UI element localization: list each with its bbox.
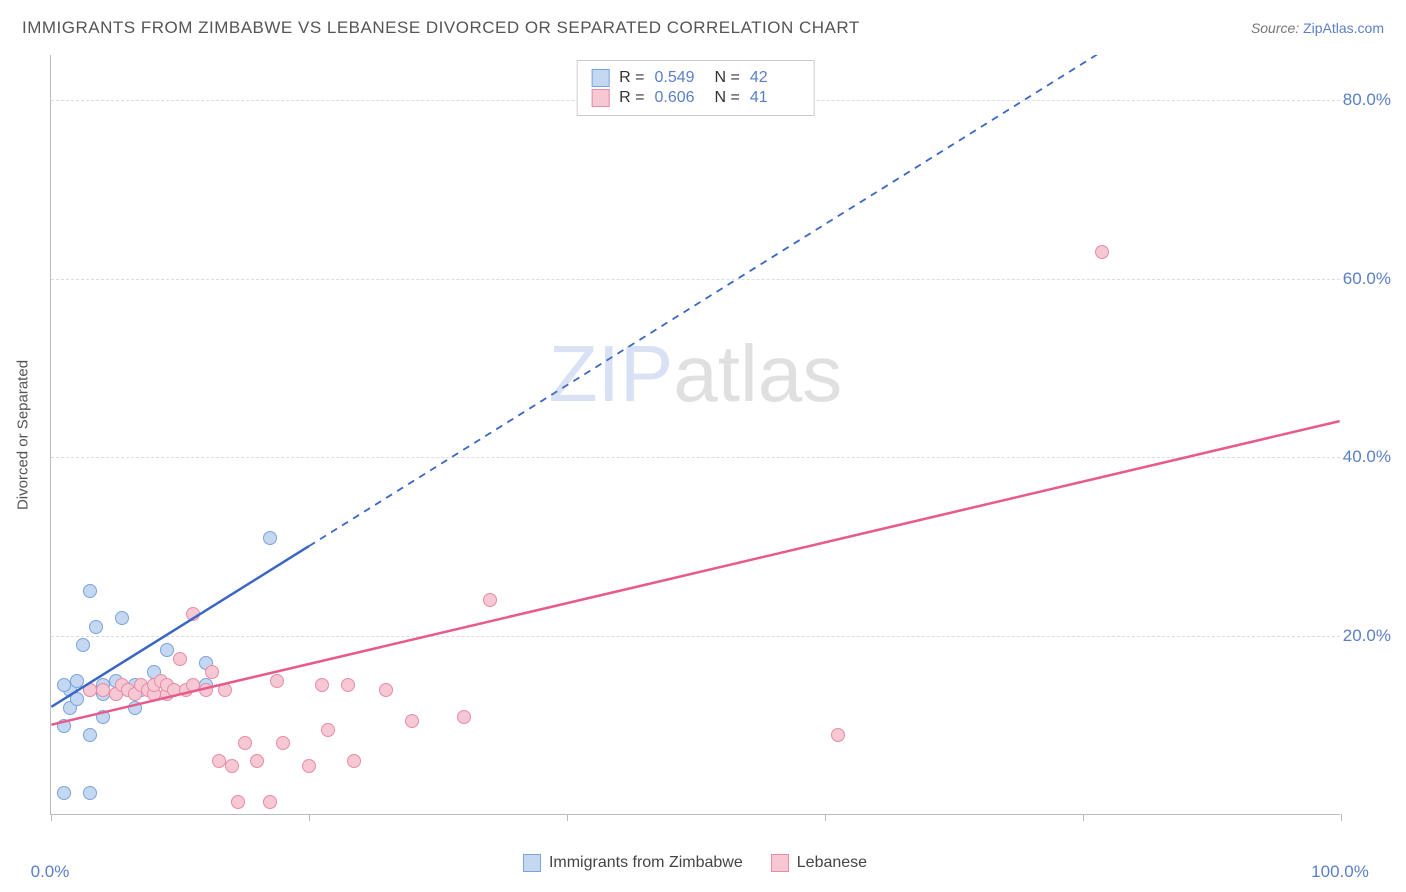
data-point: [128, 701, 142, 715]
data-point: [96, 710, 110, 724]
data-point: [321, 723, 335, 737]
source-link[interactable]: ZipAtlas.com: [1303, 20, 1384, 36]
x-tick-label-max: 100.0%: [1311, 862, 1369, 882]
y-tick-label: 40.0%: [1343, 447, 1391, 467]
data-point: [115, 611, 129, 625]
data-point: [263, 795, 277, 809]
source-attribution: Source: ZipAtlas.com: [1251, 20, 1384, 36]
data-point: [315, 678, 329, 692]
data-point: [173, 652, 187, 666]
legend-n-value: 42: [750, 69, 800, 87]
data-point: [212, 754, 226, 768]
legend-n-label: N =: [715, 89, 740, 107]
legend-top: R = 0.549 N = 42 R = 0.606 N = 41: [576, 60, 815, 116]
data-point: [160, 643, 174, 657]
source-label: Source:: [1251, 20, 1299, 36]
legend-series-name: Lebanese: [797, 854, 867, 872]
data-point: [70, 692, 84, 706]
data-point: [276, 736, 290, 750]
data-point: [89, 620, 103, 634]
data-point: [205, 665, 219, 679]
data-point: [83, 584, 97, 598]
y-axis-label: Divorced or Separated: [15, 360, 32, 510]
legend-swatch: [523, 854, 541, 872]
data-point: [57, 678, 71, 692]
y-tick-label: 80.0%: [1343, 90, 1391, 110]
data-point: [457, 710, 471, 724]
data-point: [83, 728, 97, 742]
chart-title: IMMIGRANTS FROM ZIMBABWE VS LEBANESE DIV…: [22, 18, 860, 38]
y-tick-label: 20.0%: [1343, 626, 1391, 646]
data-point: [76, 638, 90, 652]
x-tick: [51, 814, 52, 821]
gridline: [51, 636, 1340, 637]
data-point: [225, 759, 239, 773]
legend-bottom: Immigrants from Zimbabwe Lebanese: [50, 854, 1340, 872]
data-point: [483, 593, 497, 607]
data-point: [405, 714, 419, 728]
watermark-zip: ZIP: [549, 329, 673, 418]
legend-n-label: N =: [715, 69, 740, 87]
data-point: [186, 678, 200, 692]
x-tick: [1083, 814, 1084, 821]
y-axis-label-wrap: Divorced or Separated: [8, 55, 38, 815]
gridline: [51, 279, 1340, 280]
legend-n-value: 41: [750, 89, 800, 107]
data-point: [96, 683, 110, 697]
x-tick: [309, 814, 310, 821]
data-point: [1095, 245, 1109, 259]
data-point: [70, 674, 84, 688]
plot-area: ZIPatlas R = 0.549 N = 42 R = 0.606 N = 41: [50, 55, 1340, 815]
y-tick-label: 60.0%: [1343, 269, 1391, 289]
data-point: [231, 795, 245, 809]
data-point: [270, 674, 284, 688]
data-point: [379, 683, 393, 697]
data-point: [250, 754, 264, 768]
data-point: [57, 719, 71, 733]
watermark-atlas: atlas: [673, 329, 842, 418]
x-tick: [825, 814, 826, 821]
data-point: [347, 754, 361, 768]
data-point: [199, 683, 213, 697]
legend-series-name: Immigrants from Zimbabwe: [549, 854, 743, 872]
legend-r-label: R =: [619, 69, 644, 87]
data-point: [167, 683, 181, 697]
data-point: [218, 683, 232, 697]
data-point: [83, 786, 97, 800]
data-point: [302, 759, 316, 773]
legend-bottom-item: Lebanese: [771, 854, 867, 872]
data-point: [186, 607, 200, 621]
legend-r-value: 0.606: [655, 89, 705, 107]
x-tick-label-min: 0.0%: [31, 862, 70, 882]
data-point: [831, 728, 845, 742]
legend-top-row: R = 0.606 N = 41: [591, 89, 800, 107]
legend-r-label: R =: [619, 89, 644, 107]
watermark: ZIPatlas: [549, 328, 842, 420]
legend-swatch: [591, 69, 609, 87]
legend-bottom-item: Immigrants from Zimbabwe: [523, 854, 743, 872]
legend-swatch: [771, 854, 789, 872]
legend-r-value: 0.549: [655, 69, 705, 87]
data-point: [83, 683, 97, 697]
x-tick: [1341, 814, 1342, 821]
legend-swatch: [591, 89, 609, 107]
data-point: [57, 786, 71, 800]
data-point: [238, 736, 252, 750]
gridline: [51, 457, 1340, 458]
x-tick: [567, 814, 568, 821]
data-point: [263, 531, 277, 545]
legend-top-row: R = 0.549 N = 42: [591, 69, 800, 87]
data-point: [341, 678, 355, 692]
trend-lines-svg: [51, 55, 1340, 814]
